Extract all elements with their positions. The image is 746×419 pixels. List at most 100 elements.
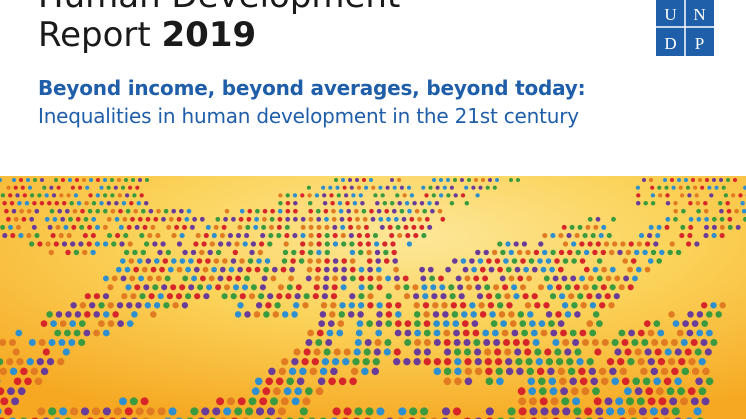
decorative-dot [28, 339, 36, 346]
decorative-dot [319, 367, 328, 376]
decorative-dot [665, 216, 671, 222]
decorative-dot [636, 397, 645, 406]
decorative-dot [76, 200, 82, 206]
decorative-dot [460, 258, 467, 264]
decorative-dot [694, 193, 699, 198]
decorative-dot [663, 377, 672, 386]
decorative-dot [271, 266, 278, 273]
decorative-dot [49, 185, 54, 190]
decorative-dot [360, 200, 365, 206]
decorative-dot [407, 208, 412, 214]
decorative-dot [0, 178, 2, 182]
decorative-dot [590, 377, 599, 386]
decorative-dot [283, 241, 289, 247]
decorative-dot [48, 339, 56, 346]
decorative-dot [232, 249, 239, 256]
decorative-dot [664, 348, 672, 356]
decorative-dot [514, 348, 522, 356]
decorative-dot [316, 329, 324, 337]
decorative-dot [684, 178, 688, 182]
decorative-dot [239, 293, 246, 300]
decorative-dot [372, 358, 380, 366]
decorative-dot [618, 284, 625, 291]
decorative-dot [211, 266, 217, 273]
decorative-dot [356, 185, 362, 190]
decorative-dot [55, 224, 61, 230]
decorative-dot [293, 208, 298, 214]
decorative-dot [171, 208, 177, 214]
decorative-dot [78, 339, 86, 346]
decorative-dot [0, 397, 9, 406]
decorative-dot [166, 224, 172, 230]
decorative-dot [392, 258, 398, 264]
decorative-dot [508, 311, 515, 318]
decorative-dot [102, 224, 108, 230]
decorative-dot [696, 216, 702, 222]
decorative-dot [362, 178, 366, 182]
decorative-dot [168, 407, 177, 416]
decorative-dot [414, 329, 422, 337]
decorative-dot [126, 224, 132, 230]
decorative-dot [355, 178, 359, 182]
decorative-dot [107, 284, 114, 291]
decorative-dot [31, 224, 37, 230]
decorative-dot [128, 258, 135, 264]
decorative-dot [308, 216, 314, 222]
decorative-dot [522, 339, 530, 346]
decorative-dot [285, 208, 291, 214]
decorative-dot [390, 241, 396, 247]
decorative-dot [494, 348, 502, 356]
decorative-dot [690, 397, 699, 406]
decorative-dot [298, 258, 305, 264]
decorative-dot [147, 233, 153, 239]
decorative-dot [71, 224, 77, 230]
decorative-dot [455, 275, 462, 282]
decorative-dot [558, 233, 564, 239]
decorative-dot [461, 311, 468, 318]
decorative-dot [113, 185, 118, 190]
decorative-dot [107, 302, 114, 309]
decorative-dot [11, 397, 20, 406]
decorative-dot [170, 284, 177, 291]
decorative-dot [442, 311, 449, 318]
decorative-dot [357, 241, 363, 247]
decorative-dot [341, 275, 347, 282]
decorative-dot [66, 193, 71, 198]
decorative-dot [59, 193, 64, 198]
decorative-dot [363, 348, 371, 356]
decorative-dot [387, 224, 393, 230]
decorative-dot [324, 258, 330, 264]
decorative-dot [338, 208, 344, 214]
decorative-dot [361, 208, 367, 214]
decorative-dot [73, 329, 81, 337]
decorative-dot [68, 216, 73, 222]
decorative-dot [358, 266, 365, 273]
decorative-dot [502, 284, 509, 291]
decorative-dot [302, 302, 309, 309]
decorative-dot [0, 339, 7, 346]
decorative-dot [234, 311, 242, 318]
decorative-dot [322, 284, 329, 291]
decorative-dot [278, 367, 287, 376]
decorative-dot [11, 208, 17, 214]
decorative-dot [15, 224, 21, 230]
decorative-dot [719, 178, 723, 182]
decorative-dot [521, 241, 528, 247]
decorative-dot [576, 358, 584, 366]
decorative-dot [361, 367, 369, 376]
decorative-dot [182, 249, 188, 256]
decorative-dot [594, 348, 602, 356]
decorative-dot [452, 320, 460, 327]
decorative-dot [401, 216, 407, 222]
decorative-dot [8, 193, 13, 198]
decorative-dot [550, 249, 556, 256]
decorative-dot [196, 258, 203, 264]
decorative-dot [516, 249, 523, 256]
decorative-dot [206, 284, 213, 291]
decorative-dot [192, 216, 197, 222]
decorative-dot [579, 377, 588, 386]
decorative-dot [451, 311, 459, 318]
dot-grid [0, 178, 746, 419]
decorative-dot [483, 249, 489, 256]
decorative-dot [503, 258, 509, 264]
